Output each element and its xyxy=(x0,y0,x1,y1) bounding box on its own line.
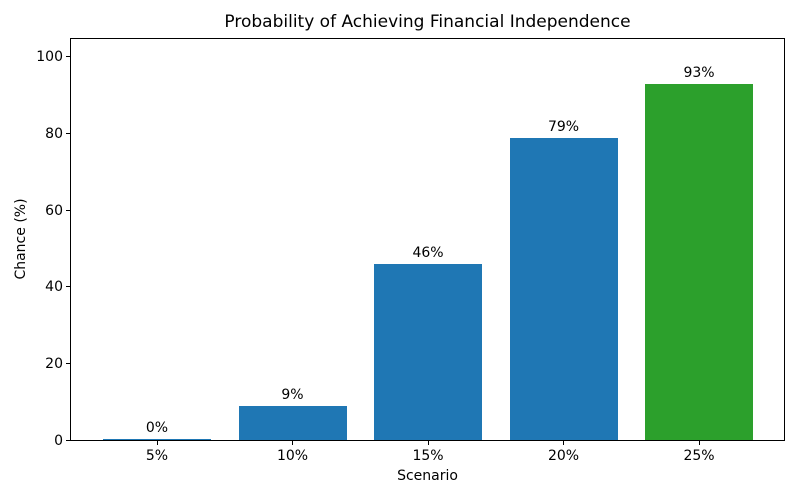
bar xyxy=(238,406,347,441)
x-tick-mark xyxy=(698,441,700,445)
y-tick-label: 20 xyxy=(45,356,63,373)
x-tick-mark xyxy=(292,441,293,445)
y-tick-mark xyxy=(66,209,70,211)
y-tick-mark xyxy=(66,286,70,288)
axis-spine-top xyxy=(70,38,785,39)
bar-value-label: 9% xyxy=(281,387,304,404)
y-tick-label: 100 xyxy=(36,49,63,66)
x-tick-mark xyxy=(563,441,564,445)
x-tick-mark xyxy=(427,441,429,445)
x-axis-spine-bottom xyxy=(70,440,785,441)
bar-value-label: 79% xyxy=(547,118,580,135)
y-tick-label: 60 xyxy=(45,202,63,219)
x-tick-label: 10% xyxy=(276,448,309,464)
bar xyxy=(645,84,753,441)
bar xyxy=(374,264,482,441)
x-tick-label: 20% xyxy=(547,448,580,464)
y-tick-mark xyxy=(66,56,70,58)
x-tick-label: 5% xyxy=(145,448,169,464)
bar-value-label: 0% xyxy=(145,420,169,436)
chart-title: Probability of Achieving Financial Indep… xyxy=(224,12,631,32)
axis-spine-right xyxy=(784,38,785,441)
y-tick-mark xyxy=(66,363,70,365)
y-tick-label: 40 xyxy=(45,279,63,296)
x-tick-label: 15% xyxy=(412,448,444,464)
y-tick-label: 0 xyxy=(54,433,63,449)
x-tick-label: 25% xyxy=(683,448,715,464)
bar-value-label: 46% xyxy=(412,245,444,262)
x-tick-mark xyxy=(156,441,158,445)
y-tick-label: 80 xyxy=(45,125,63,142)
bar-value-label: 93% xyxy=(683,65,715,82)
y-tick-mark xyxy=(66,132,70,134)
y-axis-spine-left xyxy=(70,38,71,441)
y-tick-mark xyxy=(66,440,70,441)
bar xyxy=(509,137,618,441)
x-axis-label: Scenario xyxy=(397,468,458,484)
plot-area: 0% 9% 46% 79% 93% xyxy=(70,38,785,441)
